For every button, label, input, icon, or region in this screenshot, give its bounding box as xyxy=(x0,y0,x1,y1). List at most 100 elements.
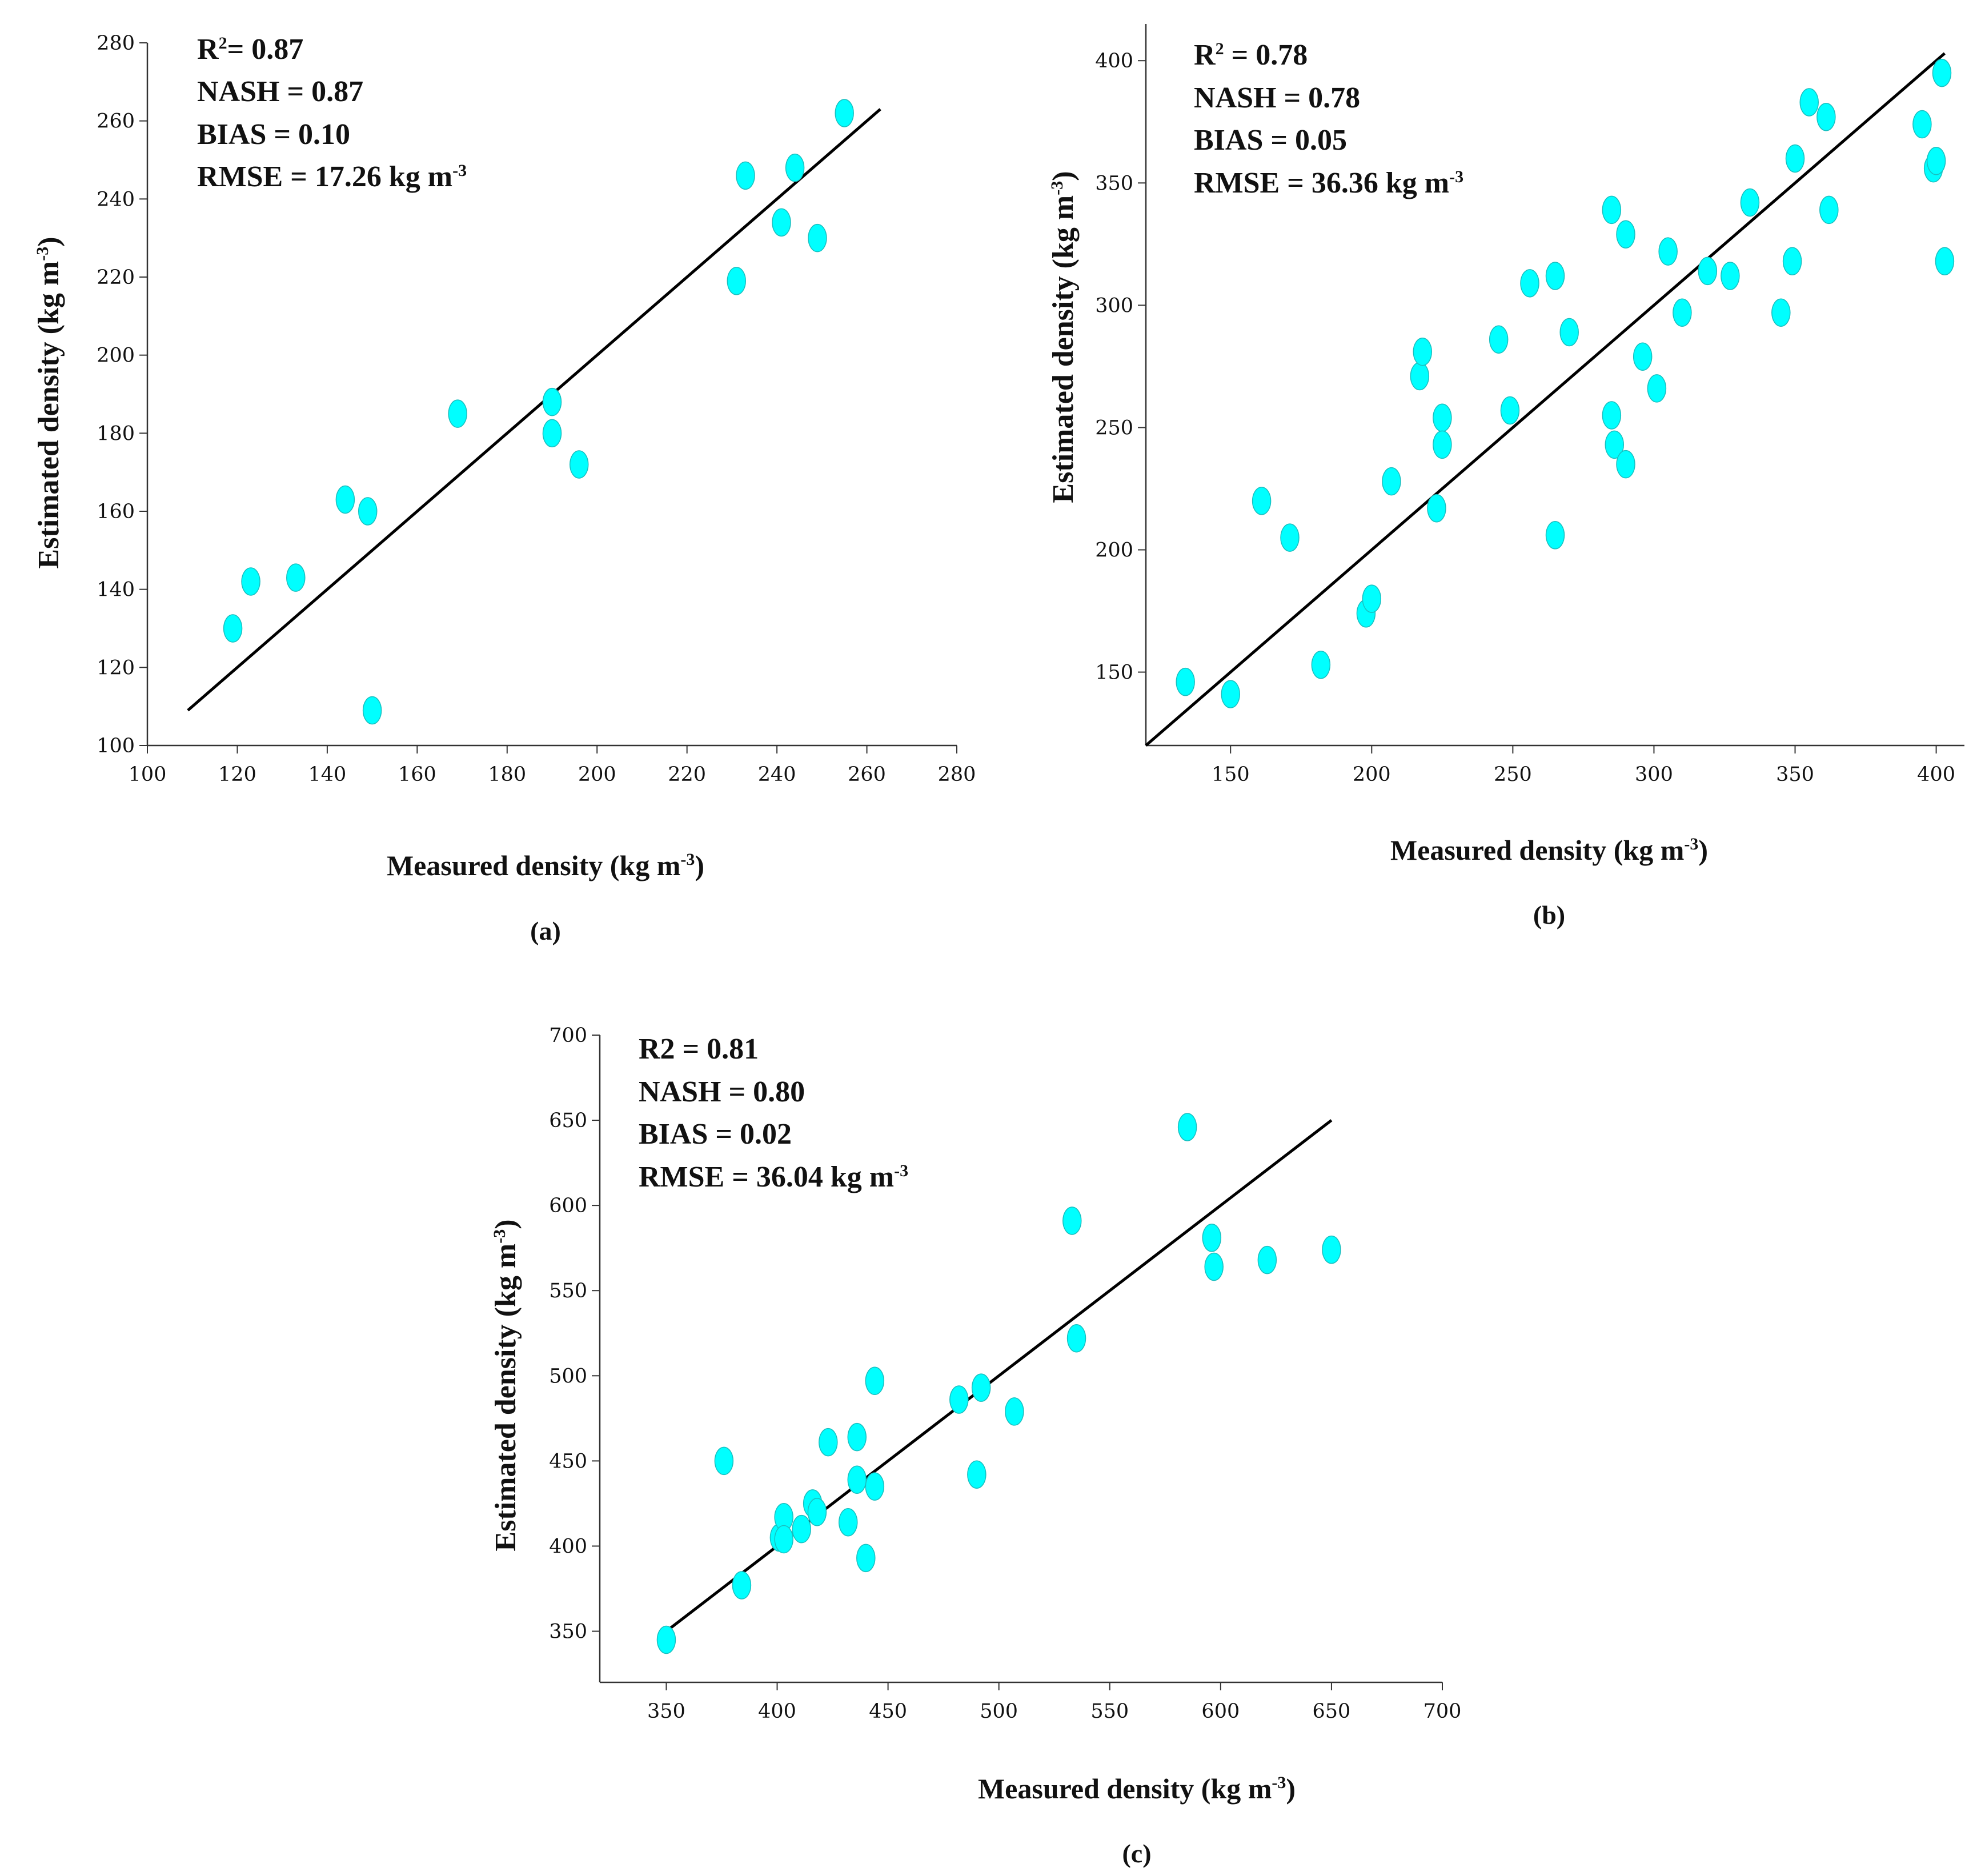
panel-c-x-tick-label: 450 xyxy=(869,1700,907,1723)
panel-c-y-tick-label: 600 xyxy=(549,1194,587,1217)
panel-c-stat-r2: R2 = 0.81 xyxy=(639,1033,759,1065)
panel-b-fit-line xyxy=(1145,52,1946,747)
panel-b-data-point xyxy=(1545,262,1565,290)
panel-b-data-point xyxy=(1616,220,1635,248)
panel-c-x-tick-label: 600 xyxy=(1201,1700,1240,1723)
panel-c-data-point xyxy=(967,1460,987,1489)
panel-a-data-point xyxy=(772,208,791,237)
panel-c-data-point xyxy=(971,1373,991,1402)
panel-a-y-tick-label: 220 xyxy=(97,266,135,289)
panel-a-x-tick-label: 220 xyxy=(668,763,706,786)
panel-b-data-point xyxy=(1433,403,1452,432)
panel-c-data-point xyxy=(838,1508,858,1537)
panel-c-x-tick-label: 550 xyxy=(1090,1700,1129,1723)
panel-b-data-point xyxy=(1489,325,1509,354)
panel-c-fit-line xyxy=(659,1119,1333,1638)
panel-a-data-point xyxy=(358,497,378,526)
panel-b-stat-nash: NASH = 0.78 xyxy=(1194,82,1360,114)
panel-a-y-tick-label: 280 xyxy=(97,32,135,55)
panel-b-plot: 150 200 250 300 350 400 150 200 250 300 350 400 xyxy=(1095,24,1964,786)
panel-b-data-point xyxy=(1433,430,1452,459)
panel-c-x-tick-label: 500 xyxy=(980,1700,1018,1723)
panel-b-data-point xyxy=(1782,247,1802,276)
panel-c-x-axis-label: Measured density (kg m-3) xyxy=(978,1773,1296,1805)
panel-b-y-tick-label: 200 xyxy=(1095,539,1133,562)
panel-c-y-tick-label: 500 xyxy=(549,1365,587,1388)
panel-c-data-point xyxy=(1202,1224,1222,1252)
panel-a-x-tick-label: 240 xyxy=(758,763,796,786)
panel-c-x-tick-label: 700 xyxy=(1423,1700,1462,1723)
panel-b-y-tick-label: 250 xyxy=(1095,416,1133,439)
panel-b-data-point xyxy=(1221,680,1240,708)
panel-a-data-point xyxy=(335,485,355,514)
panel-c-data-point xyxy=(792,1514,811,1544)
panel-a-x-tick-label: 260 xyxy=(848,763,886,786)
panel-b-data-point xyxy=(1427,494,1446,523)
panel-c-stat-bias: BIAS = 0.02 xyxy=(639,1118,792,1151)
panel-b-data-point xyxy=(1252,487,1272,515)
panel-a-data-point xyxy=(569,450,589,479)
panel-b-y-tick-label: 350 xyxy=(1095,172,1133,195)
panel-a-data-point xyxy=(808,223,827,252)
panel-a-x-tick-label: 160 xyxy=(398,763,436,786)
panel-c-plot: 350 400 450 500 550 600 650 700 350 400 450 500 550 6… xyxy=(549,1024,1461,1723)
panel-a-data-point xyxy=(241,567,260,596)
panel-c-data-point xyxy=(1204,1252,1224,1281)
panel-b-data-point xyxy=(1602,401,1622,430)
panel-a-data-point xyxy=(835,99,854,127)
panel-a-y-tick-label: 180 xyxy=(97,422,135,445)
panel-b-data-point xyxy=(1633,342,1653,371)
panel-c-data-point xyxy=(1322,1235,1341,1264)
panel-b-data-point xyxy=(1311,650,1331,679)
panel-b-data-point xyxy=(1602,195,1622,225)
panel-b-data-point xyxy=(1647,374,1667,403)
panel-c-data-point xyxy=(1062,1206,1082,1235)
panel-a-data-point xyxy=(727,267,747,295)
panel-a-stat-nash: NASH = 0.87 xyxy=(197,75,363,108)
panel-a-x-axis-label: Measured density (kg m-3) xyxy=(387,849,704,881)
panel-b-data-point xyxy=(1819,195,1839,225)
panel-c-data-point xyxy=(865,1366,885,1396)
panel-c-x-tick-label: 650 xyxy=(1313,1700,1351,1723)
panel-a-x-tick-label: 200 xyxy=(578,763,616,786)
panel-c-x-tick-label: 350 xyxy=(647,1700,685,1723)
panel-c-data-point xyxy=(732,1571,752,1600)
panel-b-data-point xyxy=(1658,237,1678,266)
panel-c-data-point xyxy=(865,1472,885,1501)
panel-b-data-point xyxy=(1616,450,1635,479)
panel-c-data-point xyxy=(1257,1245,1277,1274)
panel-c-x-tick-label: 400 xyxy=(758,1700,796,1723)
panel-b: 150 200 250 300 350 400 150 200 250 300 350 400 R2 … xyxy=(1047,24,1964,929)
panel-c-data-point xyxy=(807,1498,827,1526)
panel-c-y-axis-label: Estimated density (kg m-3) xyxy=(490,1219,522,1551)
panel-b-x-tick-label: 350 xyxy=(1776,763,1814,786)
panel-a-y-tick-label: 160 xyxy=(97,500,135,523)
panel-a-fit-line xyxy=(187,108,881,712)
panel-a-y-tick-label: 200 xyxy=(97,344,135,367)
panel-a-y-tick-label: 240 xyxy=(97,188,135,211)
panel-c-data-point xyxy=(819,1428,838,1457)
panel-c-data-point xyxy=(656,1625,676,1654)
panel-c-data-point xyxy=(1005,1397,1024,1426)
panel-b-y-axis-label: Estimated density (kg m-3) xyxy=(1047,171,1080,503)
panel-b-data-point xyxy=(1362,584,1382,613)
panel-c-data-point xyxy=(1177,1113,1197,1141)
panel-a-y-tick-label: 260 xyxy=(97,110,135,133)
panel-c-y-tick-label: 350 xyxy=(549,1621,587,1643)
panel-b-data-point xyxy=(1785,144,1805,173)
panel-b-data-point xyxy=(1605,430,1625,459)
panel-c-data-point xyxy=(774,1525,793,1554)
panel-b-data-point xyxy=(1520,269,1539,298)
panel-a-caption: (a) xyxy=(530,916,561,945)
panel-c-data-point xyxy=(714,1446,734,1476)
panel-a-stat-bias: BIAS = 0.10 xyxy=(197,118,350,151)
panel-a-data-point xyxy=(448,399,467,428)
panel-c-y-tick-label: 550 xyxy=(549,1280,587,1302)
panel-b-stat-r2: R2 = 0.78 xyxy=(1194,39,1308,71)
panel-c-data-point xyxy=(949,1385,969,1414)
panel-b-data-point xyxy=(1280,523,1300,552)
panel-b-data-point xyxy=(1413,337,1433,366)
panel-c-y-tick-label: 700 xyxy=(549,1024,587,1047)
panel-b-stat-bias: BIAS = 0.05 xyxy=(1194,124,1347,157)
